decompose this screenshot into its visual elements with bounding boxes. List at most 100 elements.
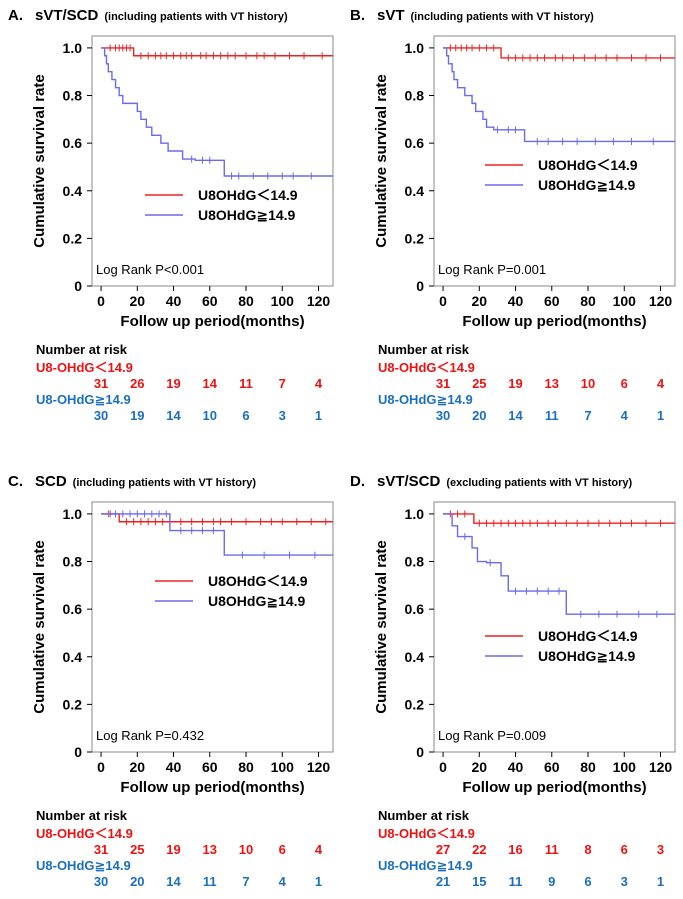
risk-title: Number at risk [378,342,470,357]
risk-group-label: U8-OHdG＜14.9 [36,360,133,375]
risk-count: 15 [472,874,486,889]
plot-frame [433,501,676,753]
survival-curve [101,513,333,556]
risk-count: 7 [279,376,286,391]
risk-count: 14 [508,408,523,423]
risk-count: 4 [315,842,323,857]
x-tick-label: 120 [649,759,673,775]
panel-title: C. SCD (including patients with VT history… [8,473,256,490]
y-tick-label: 0 [74,278,82,294]
risk-count: 3 [657,842,664,857]
y-tick-label: 1.0 [405,506,425,522]
risk-count: 14 [203,376,218,391]
legend-label: U8OHdG＜14.9 [208,573,308,589]
risk-count: 20 [130,874,144,889]
y-tick-label: 1.0 [63,506,83,522]
risk-count: 14 [166,874,181,889]
plot-frame [433,35,676,287]
survival-curve [101,513,333,523]
legend-label: U8OHdG＜14.9 [538,157,638,173]
y-tick-label: 0.6 [63,135,83,151]
x-tick-label: 100 [271,759,295,775]
y-tick-label: 0 [416,744,424,760]
x-tick-label: 100 [271,293,295,309]
risk-count: 30 [94,874,108,889]
x-axis-label: Follow up period(months) [462,313,646,330]
risk-count: 1 [315,874,322,889]
panel-title: A. sVT/SCD (including patients with VT his… [8,7,288,24]
x-tick-label: 40 [166,759,182,775]
risk-count: 31 [94,376,108,391]
x-tick-label: 60 [544,293,560,309]
risk-count: 19 [130,408,144,423]
panel-subtitle: (excluding patients with VT history) [446,477,632,489]
panel-subtitle: (including patients with VT history) [411,11,595,23]
risk-count: 11 [203,874,217,889]
x-tick-label: 120 [649,293,673,309]
plot-frame [91,501,334,753]
x-tick-label: 100 [613,759,637,775]
x-tick-label: 120 [307,293,331,309]
risk-count: 11 [239,376,253,391]
y-tick-label: 1.0 [63,40,83,56]
y-tick-label: 0.2 [405,696,425,712]
risk-count: 6 [279,842,286,857]
risk-count: 11 [509,874,523,889]
risk-count: 6 [621,842,628,857]
panel-title-text: sVT [377,7,405,24]
risk-group-label: U8-OHdG＜14.9 [36,826,133,841]
risk-count: 3 [621,874,628,889]
risk-count: 19 [508,376,522,391]
x-tick-label: 0 [439,293,447,309]
y-tick-label: 0 [74,744,82,760]
survival-curve [101,47,333,57]
risk-count: 4 [315,376,323,391]
panel-title-text: sVT/SCD [377,473,441,490]
km-chart-svg: B. sVT (including patients with VT history… [350,7,676,423]
km-chart-svg: D. sVT/SCD (excluding patients with VT his… [350,473,676,889]
risk-count: 8 [584,842,591,857]
panel-subtitle: (including patients with VT history) [73,477,257,489]
risk-count: 16 [508,842,522,857]
panel-letter: B. [350,7,365,24]
y-tick-label: 0.8 [63,554,83,570]
risk-count: 11 [545,408,559,423]
legend-label: U8OHdG≧14.9 [208,593,306,609]
panel-letter: D. [350,473,365,490]
x-tick-label: 40 [508,759,524,775]
chart-panel: A. sVT/SCD (including patients with VT his… [0,0,341,428]
risk-count: 25 [130,842,144,857]
risk-count: 10 [203,408,217,423]
risk-group-label: U8-OHdG≧14.9 [378,858,473,873]
survival-curve [101,47,333,177]
risk-count: 10 [581,376,595,391]
risk-count: 30 [94,408,108,423]
y-tick-label: 0.6 [405,135,425,151]
log-rank-note: Log Rank P=0.001 [438,262,546,277]
x-tick-label: 80 [238,293,254,309]
risk-count: 22 [472,842,486,857]
x-tick-label: 60 [202,759,218,775]
risk-count: 6 [242,408,249,423]
x-axis-label: Follow up period(months) [462,779,646,796]
y-tick-label: 0.6 [405,601,425,617]
y-tick-label: 0.4 [63,649,83,665]
risk-count: 10 [239,842,253,857]
x-tick-label: 0 [97,293,105,309]
panel-title-text: sVT/SCD [35,7,99,24]
risk-count: 14 [166,408,181,423]
chart-panel: B. sVT (including patients with VT history… [342,0,683,428]
risk-count: 20 [472,408,486,423]
survival-curve [443,513,675,615]
x-axis-label: Follow up period(months) [120,313,304,330]
chart-panel: C. SCD (including patients with VT history… [0,466,341,894]
risk-count: 26 [130,376,144,391]
km-chart-svg: A. sVT/SCD (including patients with VT his… [8,7,334,423]
x-tick-label: 100 [613,293,637,309]
risk-group-label: U8-OHdG≧14.9 [378,392,473,407]
y-tick-label: 0.2 [405,230,425,246]
log-rank-note: Log Rank P=0.009 [438,728,546,743]
risk-title: Number at risk [36,808,128,823]
survival-curve [443,47,675,143]
